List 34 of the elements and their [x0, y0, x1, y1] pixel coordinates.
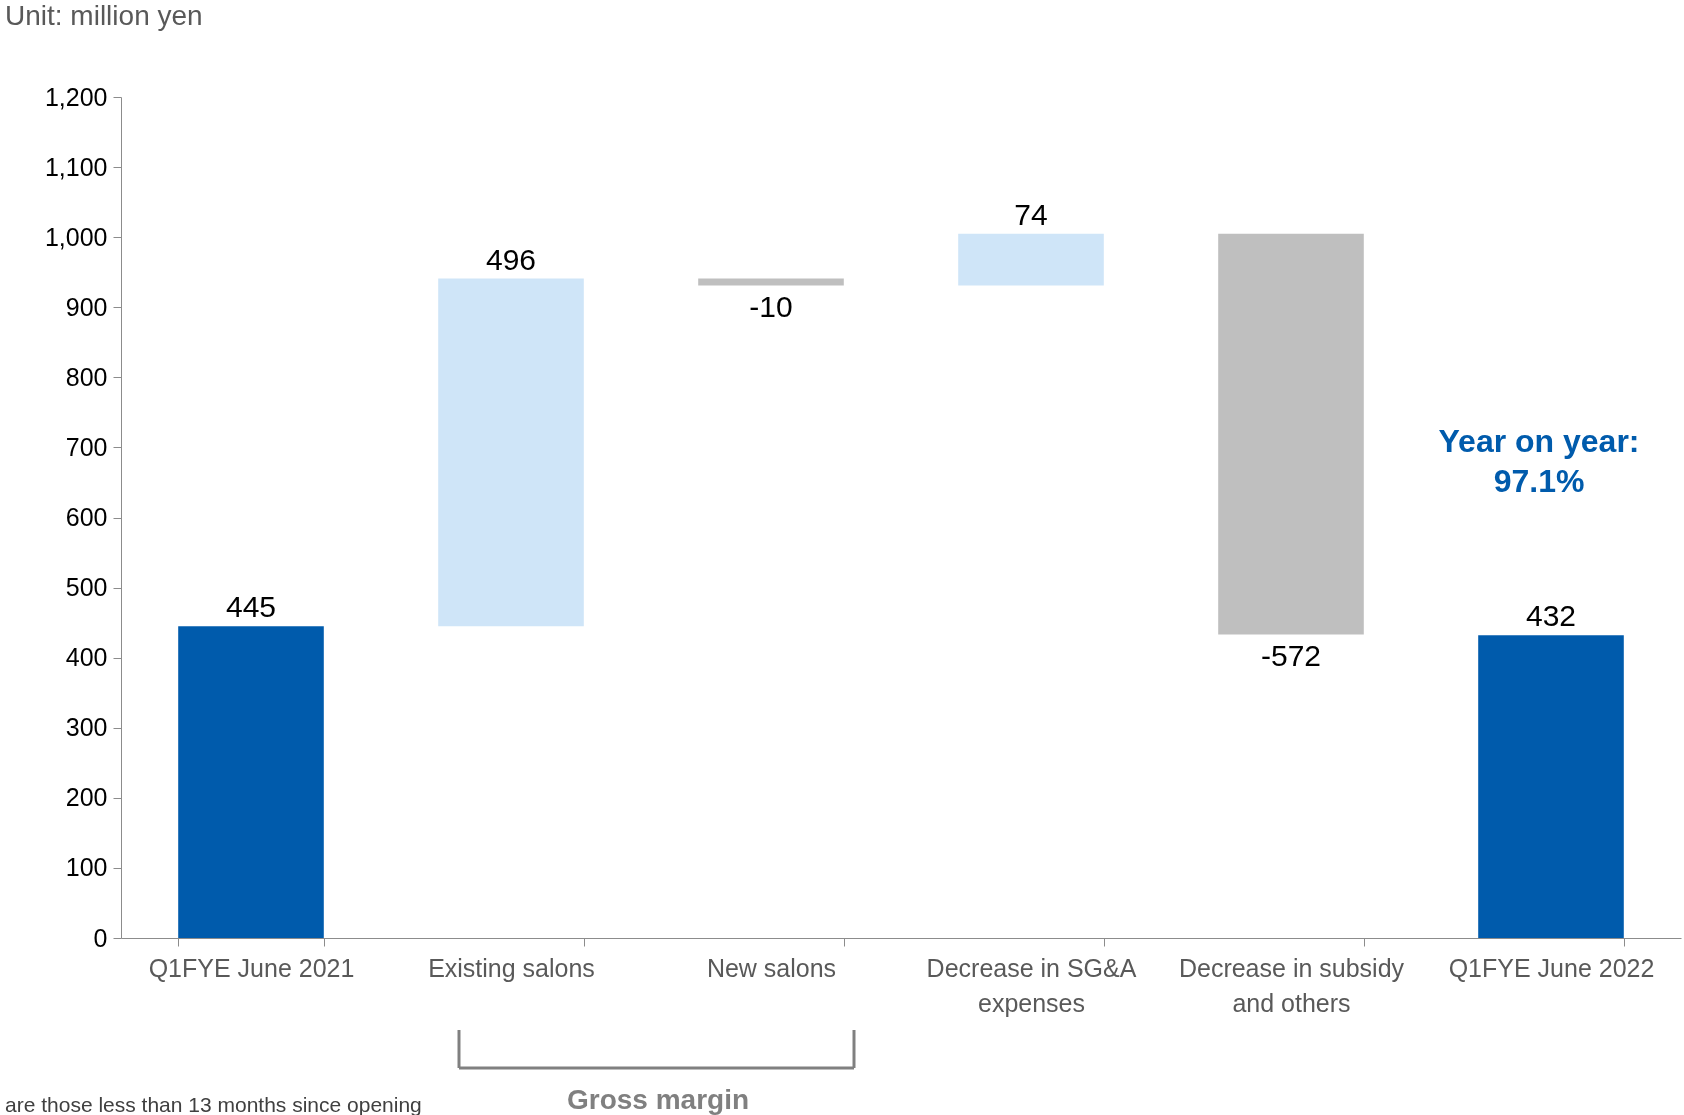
text: Unit: million yen — [5, 0, 203, 31]
x-tick-label: Existing salons — [428, 953, 595, 982]
data-label: 445 — [225, 590, 277, 624]
data-label: -10 — [749, 289, 793, 323]
annotation: Year on year: 97.1% — [1438, 423, 1640, 499]
bar — [178, 626, 324, 938]
x-tick-label: Q1FYE June 2022 — [1448, 953, 1655, 982]
y-tick-label: 400 — [65, 643, 108, 672]
bar — [958, 233, 1104, 286]
text: Gross margin — [566, 1084, 750, 1115]
x-tick-label: Q1FYE June 2021 — [148, 953, 355, 982]
y-tick-label: 600 — [65, 503, 108, 531]
y-tick-label: 700 — [65, 432, 108, 461]
data-label: 74 — [1014, 197, 1048, 231]
y-tick-label: 200 — [65, 783, 108, 812]
data-label: 432 — [1525, 599, 1577, 633]
y-tick-label: 0 — [93, 923, 108, 952]
y-tick-label: 1,200 — [44, 82, 108, 111]
y-tick-label: 300 — [65, 713, 108, 742]
bar — [1218, 233, 1364, 635]
y-tick-label: 1,000 — [44, 222, 108, 251]
x-tick-label: Decrease in subsidy and others — [1178, 953, 1405, 1017]
y-tick-label: 900 — [65, 292, 108, 321]
y-tick-label: 100 — [65, 853, 108, 882]
y-tick-label: 1,100 — [44, 152, 108, 181]
y-tick-label: 500 — [65, 573, 108, 602]
bar — [1478, 635, 1624, 938]
x-tick-label: Decrease in SG&A expenses — [926, 953, 1137, 1017]
data-label: -572 — [1260, 638, 1322, 672]
data-label: 496 — [485, 242, 537, 276]
y-tick-label: 800 — [65, 362, 108, 391]
bar — [698, 278, 844, 286]
x-tick-label: New salons — [706, 953, 837, 982]
bar — [438, 278, 584, 627]
